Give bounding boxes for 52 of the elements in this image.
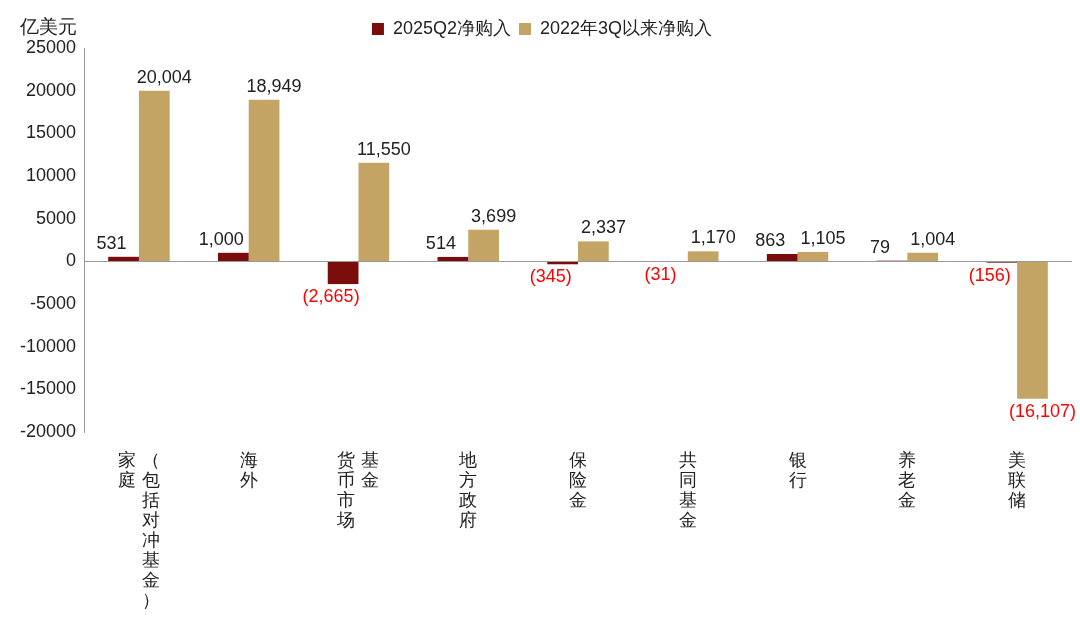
data-label: 79 (869, 236, 890, 257)
bar (578, 241, 609, 262)
bar (797, 251, 829, 262)
data-label: 1,004 (910, 228, 956, 249)
bar (687, 251, 719, 262)
bar (468, 229, 499, 262)
bar (248, 99, 280, 262)
category-label: 货币市场基金 (337, 449, 380, 530)
data-label: (16,107) (1008, 400, 1077, 421)
data-label: 531 (96, 232, 127, 253)
data-label: 2,337 (580, 217, 626, 238)
data-label: 1,105 (800, 227, 846, 248)
data-label: 514 (425, 232, 456, 253)
x-tick-label: 保险金 (569, 449, 588, 510)
bar (358, 162, 390, 262)
y-axis-title: 亿美元 (19, 15, 77, 37)
data-label: 1,000 (198, 228, 244, 249)
data-label: 3,699 (471, 205, 517, 226)
y-tick-label: -20000 (19, 420, 77, 441)
y-tick-label: 0 (66, 250, 77, 271)
y-tick-label: -15000 (19, 378, 77, 399)
legend-label: 2022年3Q以来净购入 (540, 17, 713, 38)
x-tick-label: 海外 (239, 449, 258, 490)
y-tick-label: 15000 (25, 122, 77, 143)
bar (766, 253, 798, 262)
y-tick-label: -5000 (30, 292, 77, 313)
data-label: 20,004 (136, 66, 192, 87)
x-tick-label: 银行 (787, 449, 807, 490)
data-label: 11,550 (356, 138, 411, 159)
bar (217, 252, 249, 262)
x-tick-label: 养老金 (898, 449, 917, 510)
x-tick-label: 美联储 (1008, 449, 1027, 510)
bar (1017, 261, 1048, 399)
y-tick-label: 5000 (36, 207, 77, 228)
data-label: 18,949 (246, 75, 302, 96)
data-label: (156) (968, 264, 1011, 285)
x-tick-label: 地方政府 (458, 449, 478, 530)
y-tick-label: 25000 (25, 36, 77, 57)
y-tick-label: -10000 (19, 335, 77, 356)
legend-label: 2025Q2净购入 (392, 17, 512, 38)
bar (907, 252, 939, 262)
data-label: 1,170 (690, 227, 736, 248)
data-label: 863 (755, 229, 786, 250)
category-label: 家庭（包括对冲基金） (117, 449, 160, 610)
data-label: (2,665) (302, 286, 360, 307)
x-tick-label: 共同基金 (678, 449, 697, 530)
data-label: (345) (529, 266, 572, 287)
y-tick-label: 20000 (25, 79, 77, 100)
y-tick-label: 10000 (25, 164, 77, 185)
bar (327, 261, 359, 285)
bar (138, 90, 170, 262)
data-label: (31) (644, 263, 677, 284)
